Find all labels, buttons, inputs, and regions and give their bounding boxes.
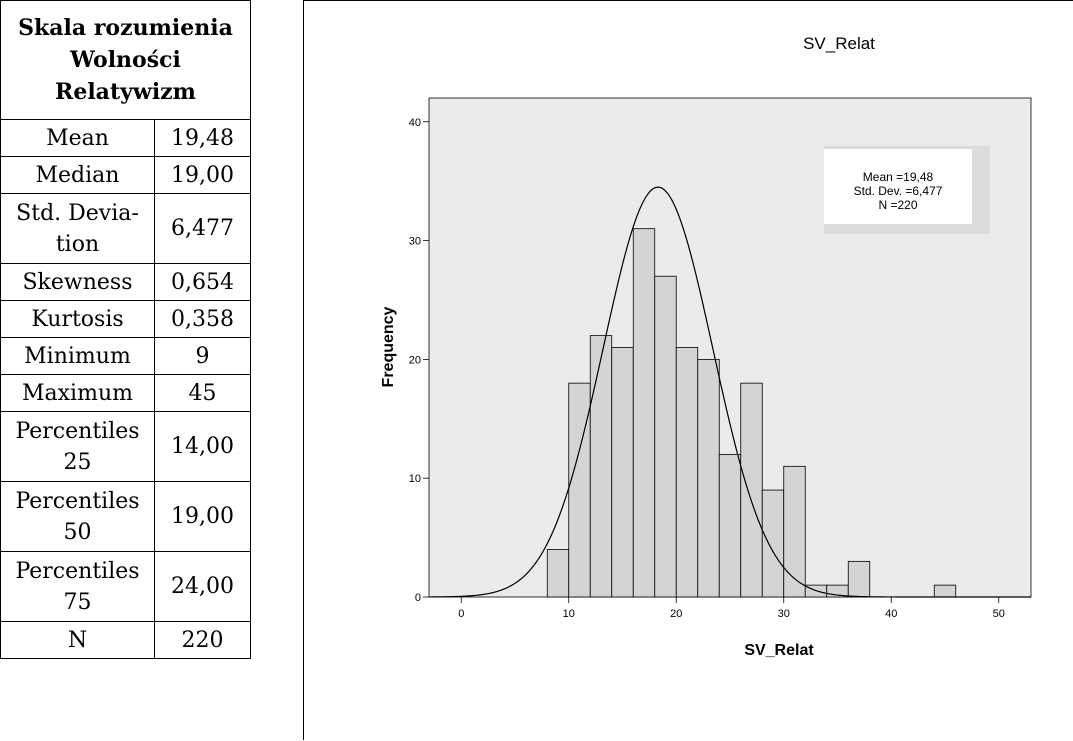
stat-label: Std. Devia-tion — [0, 193, 155, 264]
table-header: Skala rozumienia Wolności Relatywizm — [0, 0, 251, 120]
stat-label: Percentiles 25 — [0, 411, 155, 482]
histogram-bar — [933, 584, 957, 598]
stat-value: 0,654 — [154, 263, 251, 301]
table-row: Std. Devia-tion 6,477 — [0, 193, 251, 264]
stat-label: N — [0, 621, 155, 659]
histogram-bars — [546, 228, 957, 598]
stat-value: 45 — [154, 374, 251, 412]
x-tick-label: 30 — [778, 608, 790, 620]
stat-label: Percentiles 50 — [0, 481, 155, 552]
stat-label-line: Std. Devia- — [16, 200, 139, 226]
stat-label-line: Percentiles — [15, 488, 140, 514]
table-row: Percentiles 75 24,00 — [0, 551, 251, 622]
y-tick-label: 10 — [409, 473, 421, 485]
stat-label-line: tion — [55, 231, 100, 257]
stat-label-line: 75 — [63, 589, 92, 615]
statistics-table: Skala rozumienia Wolności Relatywizm Mea… — [0, 0, 251, 659]
stat-label: Kurtosis — [0, 300, 155, 338]
stat-label: Percentiles 75 — [0, 551, 155, 622]
stat-label: Median — [0, 156, 155, 194]
histogram-bar — [697, 358, 720, 598]
histogram-bar — [783, 465, 806, 598]
histogram-chart: SV_Relat 0 10 20 30 40 0 10 20 30 40 50 SV_Relat F… — [380, 34, 1032, 659]
legend-mean: Mean =19,48 — [863, 170, 934, 184]
legend-n: N =220 — [878, 198, 917, 212]
histogram-bar — [718, 454, 742, 598]
table-row: Skewness 0,654 — [0, 263, 251, 301]
histogram-bar — [675, 347, 699, 598]
stat-label-line: Percentiles — [15, 558, 140, 584]
legend-box: Mean =19,48 Std. Dev. =6,477 N =220 — [824, 146, 990, 234]
y-tick-label: 40 — [409, 117, 421, 129]
stat-value: 220 — [154, 621, 251, 659]
y-tick-label: 0 — [415, 592, 421, 604]
histogram-bar — [611, 347, 634, 598]
histogram-bar — [546, 549, 570, 598]
legend-frame-inner — [824, 149, 972, 224]
histogram-bar — [568, 382, 591, 598]
histogram-bar — [740, 382, 763, 598]
stat-value: 19,00 — [154, 481, 251, 552]
stat-value: 24,00 — [154, 551, 251, 622]
stat-label: Mean — [0, 119, 155, 157]
table-header-line-2: Wolności — [70, 47, 181, 73]
y-tick-label: 30 — [409, 236, 421, 248]
x-tick-label: 40 — [885, 608, 897, 620]
table-row: Mean 19,48 — [0, 119, 251, 157]
stat-value: 19,48 — [154, 119, 251, 157]
stat-value: 14,00 — [154, 411, 251, 482]
histogram-bar — [589, 335, 613, 598]
stat-label-line: 50 — [63, 519, 92, 545]
table-header-line-1: Skala rozumienia — [18, 15, 233, 41]
stat-value: 9 — [154, 337, 251, 375]
axes: 0 10 20 30 40 0 10 20 30 40 50 — [409, 117, 1005, 620]
table-row: Percentiles 50 19,00 — [0, 481, 251, 552]
stat-value: 19,00 — [154, 156, 251, 194]
table-row: Minimum 9 — [0, 337, 251, 375]
table-row: Kurtosis 0,358 — [0, 300, 251, 338]
y-tick-label: 20 — [409, 354, 421, 366]
legend-std-dev: Std. Dev. =6,477 — [854, 184, 943, 198]
stat-label-line: Percentiles — [15, 418, 140, 444]
histogram-bar — [761, 489, 785, 598]
table-row: Maximum 45 — [0, 374, 251, 412]
histogram-bar — [654, 275, 677, 598]
histogram-bar — [632, 228, 656, 598]
stat-label: Minimum — [0, 337, 155, 375]
stat-label-line: 25 — [63, 449, 92, 475]
stat-label: Maximum — [0, 374, 155, 412]
table-row: Percentiles 25 14,00 — [0, 411, 251, 482]
chart-title: SV_Relat — [803, 34, 875, 53]
x-tick-label: 20 — [670, 608, 682, 620]
x-axis-label: SV_Relat — [744, 642, 814, 659]
table-row: Median 19,00 — [0, 156, 251, 194]
x-tick-label: 10 — [563, 608, 575, 620]
y-axis-label: Frequency — [380, 306, 397, 387]
table-header-line-3: Relatywizm — [55, 79, 196, 105]
normal-curve — [428, 186, 1031, 598]
x-tick-label: 0 — [458, 608, 464, 620]
histogram-bar — [847, 560, 871, 598]
stat-label: Skewness — [0, 263, 155, 301]
table-row: N 220 — [0, 621, 251, 659]
stat-value: 0,358 — [154, 300, 251, 338]
x-tick-label: 50 — [993, 608, 1005, 620]
histogram-panel: SV_Relat 0 10 20 30 40 0 10 20 30 40 50 SV_Relat F… — [303, 0, 1073, 740]
stat-value: 6,477 — [154, 193, 251, 264]
